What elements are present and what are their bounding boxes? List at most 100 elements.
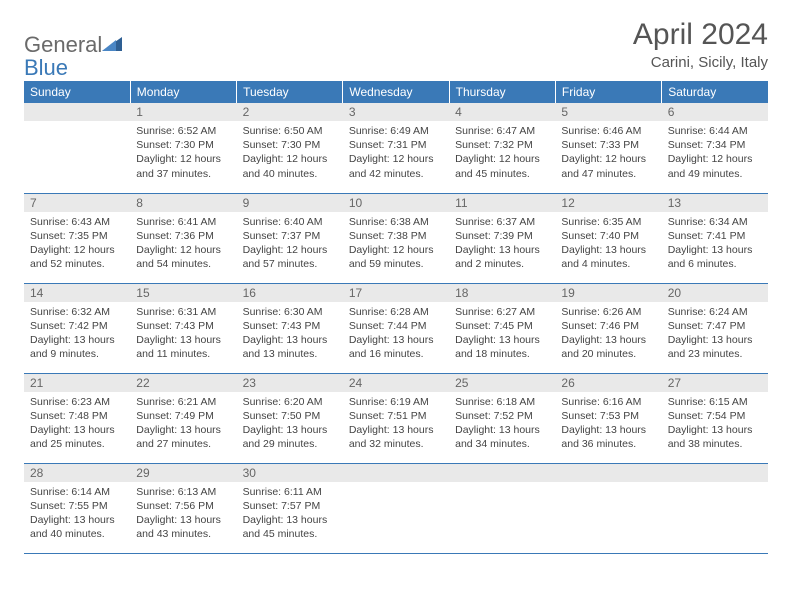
sunrise-line: Sunrise: 6:52 AM <box>136 125 216 137</box>
daylight-line: Daylight: 13 hours and 6 minutes. <box>668 244 753 270</box>
calendar-cell: 23Sunrise: 6:20 AMSunset: 7:50 PMDayligh… <box>237 373 343 463</box>
day-number: 17 <box>343 284 449 302</box>
day-body: Sunrise: 6:34 AM Sunset: 7:41 PM Daylight:… <box>662 212 768 278</box>
daylight-line: Daylight: 13 hours and 2 minutes. <box>455 244 540 270</box>
day-body: Sunrise: 6:44 AMSunset: 7:34 PMDaylight:… <box>662 121 768 187</box>
daylight-line: Daylight: 12 hours and 40 minutes. <box>243 153 328 179</box>
daylight-line: Daylight: 13 hours and 18 minutes. <box>455 334 540 360</box>
day-body: Sunrise: 6:31 AM Sunset: 7:43 PM Daylight:… <box>130 302 236 368</box>
weekday-header: Monday <box>130 81 236 103</box>
calendar-cell: 12Sunrise: 6:35 AMSunset: 7:40 PMDayligh… <box>555 193 661 283</box>
daylight-line: Daylight: 13 hours and 38 minutes. <box>668 424 753 450</box>
empty-day-header <box>343 464 449 482</box>
calendar-cell: 29Sunrise: 6:13 AMSunset: 7:56 PMDayligh… <box>130 463 236 553</box>
sunrise-line: Sunrise: 6:37 AM <box>455 216 535 228</box>
calendar-cell: 15 Sunrise: 6:31 AM Sunset: 7:43 PM Dayligh… <box>130 283 236 373</box>
daylight-line: Daylight: 13 hours and 23 minutes. <box>668 334 753 360</box>
day-number: 7 <box>24 194 130 212</box>
calendar-cell: 19Sunrise: 6:26 AMSunset: 7:46 PMDayligh… <box>555 283 661 373</box>
sunrise-line: Sunrise: 6:31 AM <box>136 306 216 318</box>
sunrise-line: Sunrise: 6:38 AM <box>349 216 429 228</box>
sunset-line: Sunset: 7:44 PM <box>349 320 427 332</box>
sunrise-line: Sunrise: 6:13 AM <box>136 486 216 498</box>
day-number: 20 <box>662 284 768 302</box>
calendar-cell: 4Sunrise: 6:47 AMSunset: 7:32 PMDaylight… <box>449 103 555 193</box>
logo-text-blue: Blue <box>24 55 68 81</box>
sunrise-line: Sunrise: 6:47 AM <box>455 125 535 137</box>
logo-triangle-icon <box>102 35 122 56</box>
sunset-line: Sunset: 7:42 PM <box>30 320 108 332</box>
day-body: Sunrise: 6:38 AM Sunset: 7:38 PM Daylight:… <box>343 212 449 278</box>
calendar-cell: 26Sunrise: 6:16 AMSunset: 7:53 PMDayligh… <box>555 373 661 463</box>
daylight-line: Daylight: 13 hours and 11 minutes. <box>136 334 221 360</box>
sunrise-line: Sunrise: 6:18 AM <box>455 396 535 408</box>
sunset-line: Sunset: 7:43 PM <box>136 320 214 332</box>
day-body: Sunrise: 6:23 AMSunset: 7:48 PMDaylight:… <box>24 392 130 458</box>
weekday-header: Sunday <box>24 81 130 103</box>
daylight-line: Daylight: 13 hours and 16 minutes. <box>349 334 434 360</box>
daylight-line: Daylight: 13 hours and 29 minutes. <box>243 424 328 450</box>
sunrise-line: Sunrise: 6:35 AM <box>561 216 641 228</box>
sunset-line: Sunset: 7:38 PM <box>349 230 427 242</box>
calendar-cell: 14Sunrise: 6:32 AMSunset: 7:42 PMDayligh… <box>24 283 130 373</box>
calendar-cell: 3Sunrise: 6:49 AMSunset: 7:31 PMDaylight… <box>343 103 449 193</box>
sunset-line: Sunset: 7:43 PM <box>243 320 321 332</box>
day-body: Sunrise: 6:13 AM Sunset: 7:56 PM Daylight:… <box>130 482 236 548</box>
day-number: 15 <box>130 284 236 302</box>
day-number: 9 <box>237 194 343 212</box>
sunset-line: Sunset: 7:35 PM <box>30 230 108 242</box>
sunrise-line: Sunrise: 6:19 AM <box>349 396 429 408</box>
location: Carini, Sicily, Italy <box>633 54 768 71</box>
sunset-line: Sunset: 7:46 PM <box>561 320 639 332</box>
calendar-cell: 20Sunrise: 6:24 AMSunset: 7:47 PMDayligh… <box>662 283 768 373</box>
sunrise-line: Sunrise: 6:14 AM <box>30 486 110 498</box>
calendar-cell: 24Sunrise: 6:19 AMSunset: 7:51 PMDayligh… <box>343 373 449 463</box>
sunrise-line: Sunrise: 6:26 AM <box>561 306 641 318</box>
calendar-cell: 30Sunrise: 6:11 AMSunset: 7:57 PMDayligh… <box>237 463 343 553</box>
sunset-line: Sunset: 7:30 PM <box>243 139 321 151</box>
day-body: Sunrise: 6:41 AMSunset: 7:36 PMDaylight:… <box>130 212 236 278</box>
daylight-line: Daylight: 12 hours and 54 minutes. <box>136 244 221 270</box>
day-number: 19 <box>555 284 661 302</box>
sunrise-line: Sunrise: 6:44 AM <box>668 125 748 137</box>
day-body: Sunrise: 6:35 AMSunset: 7:40 PMDaylight:… <box>555 212 661 278</box>
day-body: Sunrise: 6:11 AMSunset: 7:57 PMDaylight:… <box>237 482 343 548</box>
day-number: 25 <box>449 374 555 392</box>
sunset-line: Sunset: 7:41 PM <box>668 230 746 242</box>
sunrise-line: Sunrise: 6:16 AM <box>561 396 641 408</box>
empty-day-header <box>662 464 768 482</box>
empty-day-header <box>449 464 555 482</box>
daylight-line: Daylight: 13 hours and 34 minutes. <box>455 424 540 450</box>
calendar-cell: 28Sunrise: 6:14 AMSunset: 7:55 PMDayligh… <box>24 463 130 553</box>
daylight-line: Daylight: 12 hours and 59 minutes. <box>349 244 434 270</box>
day-body: Sunrise: 6:18 AMSunset: 7:52 PMDaylight:… <box>449 392 555 458</box>
daylight-line: Daylight: 13 hours and 13 minutes. <box>243 334 328 360</box>
day-body: Sunrise: 6:14 AMSunset: 7:55 PMDaylight:… <box>24 482 130 548</box>
calendar-cell: 10Sunrise: 6:38 AMSunset: 7:38 PMDayligh… <box>343 193 449 283</box>
daylight-line: Daylight: 13 hours and 36 minutes. <box>561 424 646 450</box>
calendar-cell: 5Sunrise: 6:46 AMSunset: 7:33 PMDaylight… <box>555 103 661 193</box>
calendar-cell <box>343 463 449 553</box>
day-body: Sunrise: 6:37 AMSunset: 7:39 PMDaylight:… <box>449 212 555 278</box>
sunrise-line: Sunrise: 6:50 AM <box>243 125 323 137</box>
calendar-cell <box>449 463 555 553</box>
calendar-row: 21Sunrise: 6:23 AMSunset: 7:48 PMDayligh… <box>24 373 768 463</box>
daylight-line: Daylight: 13 hours and 43 minutes. <box>136 514 221 540</box>
calendar-cell: 2Sunrise: 6:50 AMSunset: 7:30 PMDaylight… <box>237 103 343 193</box>
day-number: 16 <box>237 284 343 302</box>
calendar-cell: 27Sunrise: 6:15 AMSunset: 7:54 PMDayligh… <box>662 373 768 463</box>
sunset-line: Sunset: 7:56 PM <box>136 500 214 512</box>
daylight-line: Daylight: 13 hours and 32 minutes. <box>349 424 434 450</box>
sunset-line: Sunset: 7:51 PM <box>349 410 427 422</box>
sunrise-line: Sunrise: 6:34 AM <box>668 216 748 228</box>
day-body: Sunrise: 6:16 AMSunset: 7:53 PMDaylight:… <box>555 392 661 458</box>
day-body: Sunrise: 6:26 AMSunset: 7:46 PMDaylight:… <box>555 302 661 368</box>
daylight-line: Daylight: 12 hours and 49 minutes. <box>668 153 753 179</box>
title-block: April 2024 Carini, Sicily, Italy <box>633 18 768 71</box>
sunset-line: Sunset: 7:30 PM <box>136 139 214 151</box>
calendar-cell: 9Sunrise: 6:40 AMSunset: 7:37 PMDaylight… <box>237 193 343 283</box>
day-body: Sunrise: 6:40 AMSunset: 7:37 PMDaylight:… <box>237 212 343 278</box>
calendar-cell <box>24 103 130 193</box>
day-number: 4 <box>449 103 555 121</box>
sunset-line: Sunset: 7:50 PM <box>243 410 321 422</box>
